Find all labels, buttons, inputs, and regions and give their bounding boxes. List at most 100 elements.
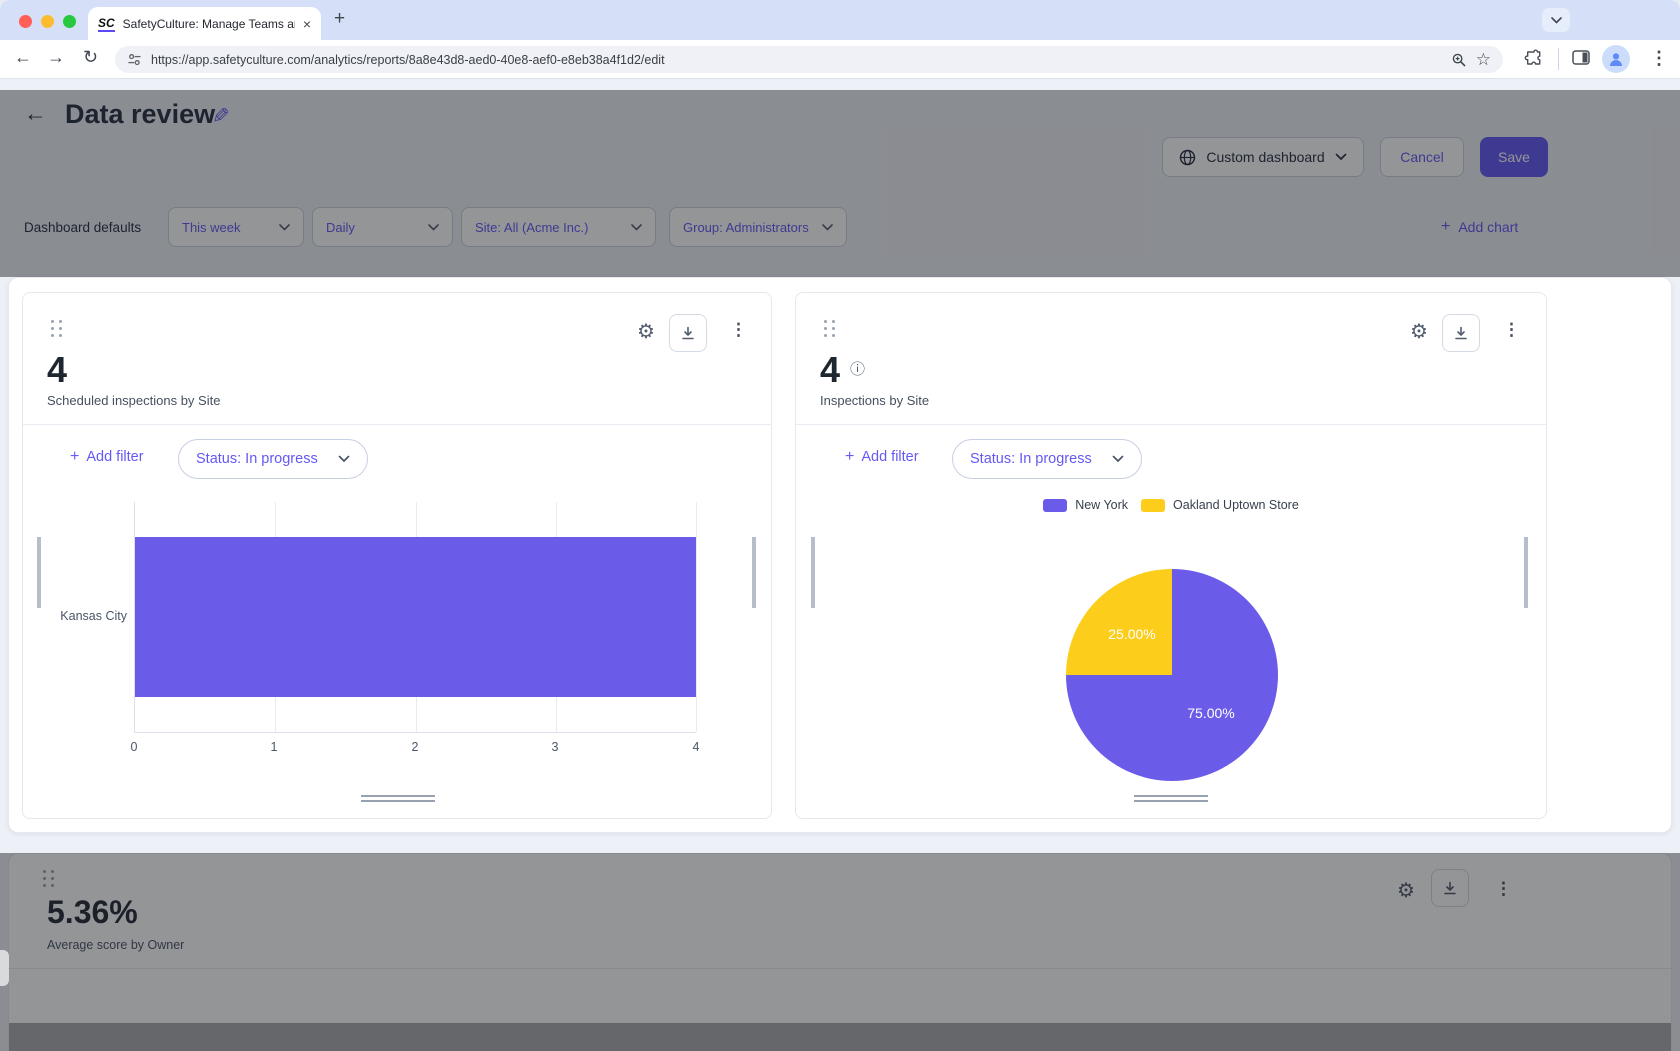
gear-icon[interactable]: ⚙ — [1397, 880, 1415, 902]
chevron-down-icon — [631, 223, 642, 231]
status-filter-dropdown[interactable]: Status: In progress — [178, 439, 368, 479]
legend-item[interactable]: New York — [1043, 498, 1128, 512]
card-resize-handle[interactable] — [1134, 795, 1208, 802]
chevron-down-icon — [1335, 153, 1346, 161]
x-tick-label: 3 — [551, 740, 559, 754]
download-button[interactable] — [1431, 869, 1469, 907]
new-tab-button[interactable]: + — [334, 8, 346, 29]
back-button[interactable]: ← — [24, 100, 47, 126]
x-tick-label: 4 — [692, 740, 700, 754]
browser-reload-icon[interactable]: ↻ — [83, 47, 99, 67]
inspections-by-site-card: ⚙ ⋮ 4 ⓘ Inspections by Site + Add filter… — [795, 292, 1547, 819]
cancel-button[interactable]: Cancel — [1380, 137, 1464, 177]
profile-avatar[interactable] — [1602, 45, 1630, 73]
plus-icon: + — [1441, 218, 1451, 235]
download-icon — [1444, 881, 1456, 895]
download-button[interactable] — [1442, 314, 1480, 352]
browser-tab[interactable]: SC SafetyCulture: Manage Teams and... × — [88, 7, 321, 40]
site-filter[interactable]: Site: All (Acme Inc.) — [461, 207, 656, 247]
info-icon[interactable]: ⓘ — [850, 361, 866, 378]
legend-swatch — [1043, 498, 1068, 512]
dashboard-type-dropdown[interactable]: Custom dashboard — [1162, 137, 1364, 177]
chart-pan-handle-right[interactable] — [1524, 537, 1528, 608]
gear-icon[interactable]: ⚙ — [1410, 321, 1428, 343]
browser-back-icon[interactable]: ← — [14, 47, 32, 67]
gear-icon[interactable]: ⚙ — [637, 321, 655, 343]
plus-icon: + — [70, 448, 80, 465]
drag-handle[interactable] — [43, 870, 54, 887]
add-chart-label: Add chart — [1458, 219, 1519, 235]
card-menu-icon[interactable]: ⋮ — [1495, 879, 1512, 898]
add-filter-button[interactable]: + Add filter — [845, 449, 919, 466]
browser-tab-strip: SC SafetyCulture: Manage Teams and... × … — [0, 0, 1680, 40]
chevron-down-icon — [822, 223, 833, 231]
bar-segment[interactable] — [135, 537, 696, 697]
window-close-button[interactable] — [19, 15, 32, 28]
extensions-icon[interactable] — [1524, 49, 1542, 67]
browser-menu-icon[interactable]: ⋮ — [1650, 48, 1668, 68]
dashboard-type-label: Custom dashboard — [1206, 149, 1325, 165]
divider — [9, 968, 1671, 969]
time-range-label: This week — [182, 219, 241, 235]
pie-slice-label: 25.00% — [1108, 626, 1156, 642]
chart-pan-handle-left[interactable] — [811, 537, 815, 608]
group-filter[interactable]: Group: Administrators — [669, 207, 847, 247]
pie-chart[interactable]: 75.00% 25.00% — [1066, 569, 1278, 781]
url-text[interactable]: https://app.safetyculture.com/analytics/… — [151, 52, 665, 67]
metric-value: 5.36% — [47, 894, 138, 930]
tab-title: SafetyCulture: Manage Teams and... — [122, 16, 295, 31]
drag-handle[interactable] — [51, 320, 62, 337]
save-label: Save — [1498, 149, 1530, 165]
side-panel-notch[interactable] — [0, 950, 9, 986]
person-icon — [1610, 53, 1622, 66]
chart-pan-handle-left[interactable] — [37, 537, 41, 608]
site-settings-icon[interactable] — [127, 52, 142, 67]
legend-item[interactable]: Oakland Uptown Store — [1141, 498, 1299, 512]
add-filter-button[interactable]: + Add filter — [70, 448, 144, 466]
download-icon — [682, 326, 694, 340]
granularity-label: Daily — [326, 219, 355, 235]
chevron-down-icon — [1112, 455, 1124, 463]
legend-label: Oakland Uptown Store — [1173, 498, 1299, 512]
page-title: Data review — [65, 99, 216, 129]
dim-overlay-top — [0, 90, 1680, 277]
url-bar[interactable]: https://app.safetyculture.com/analytics/… — [115, 46, 1503, 73]
tab-list-chevron-button[interactable] — [1542, 8, 1570, 32]
edit-title-pencil-icon[interactable]: ✎ — [212, 105, 230, 128]
metric-value: 4 — [47, 349, 68, 390]
site-filter-label: Site: All (Acme Inc.) — [475, 219, 589, 235]
metric-value: 4 — [820, 349, 841, 390]
chevron-down-icon — [279, 223, 290, 231]
card-resize-handle[interactable] — [361, 795, 435, 802]
card-menu-icon[interactable]: ⋮ — [1503, 320, 1520, 339]
x-tick-label: 2 — [411, 740, 419, 754]
side-panel-icon[interactable] — [1572, 50, 1590, 66]
toolbar-divider — [1558, 48, 1559, 70]
bookmark-star-icon[interactable]: ☆ — [1475, 49, 1491, 69]
window-minimize-button[interactable] — [41, 15, 54, 28]
card-menu-icon[interactable]: ⋮ — [730, 320, 747, 339]
browser-forward-icon[interactable]: → — [47, 47, 65, 67]
status-filter-dropdown[interactable]: Status: In progress — [952, 439, 1142, 479]
add-filter-label: Add filter — [861, 449, 919, 465]
tab-close-icon[interactable]: × — [302, 15, 311, 32]
window-zoom-button[interactable] — [63, 15, 76, 28]
chart-pan-handle-right[interactable] — [752, 537, 756, 608]
chevron-down-icon — [428, 223, 439, 231]
x-tick-label: 1 — [270, 740, 278, 754]
time-range-filter[interactable]: This week — [168, 207, 304, 247]
metric-subtitle: Inspections by Site — [820, 393, 930, 408]
granularity-filter[interactable]: Daily — [312, 207, 453, 247]
status-filter-label: Status: In progress — [970, 451, 1092, 467]
download-icon — [1455, 326, 1467, 340]
add-chart-button[interactable]: + Add chart — [1441, 218, 1519, 236]
scheduled-inspections-card: ⚙ ⋮ 4 Scheduled inspections by Site + Ad… — [22, 292, 772, 819]
zoom-in-icon[interactable] — [1451, 52, 1467, 68]
save-button[interactable]: Save — [1480, 137, 1548, 177]
add-filter-label: Add filter — [86, 449, 144, 465]
x-tick-label: 0 — [130, 740, 138, 754]
download-button[interactable] — [669, 314, 707, 352]
metric-subtitle: Average score by Owner — [47, 938, 185, 952]
drag-handle[interactable] — [824, 320, 835, 337]
safetyculture-favicon: SC — [98, 15, 115, 32]
